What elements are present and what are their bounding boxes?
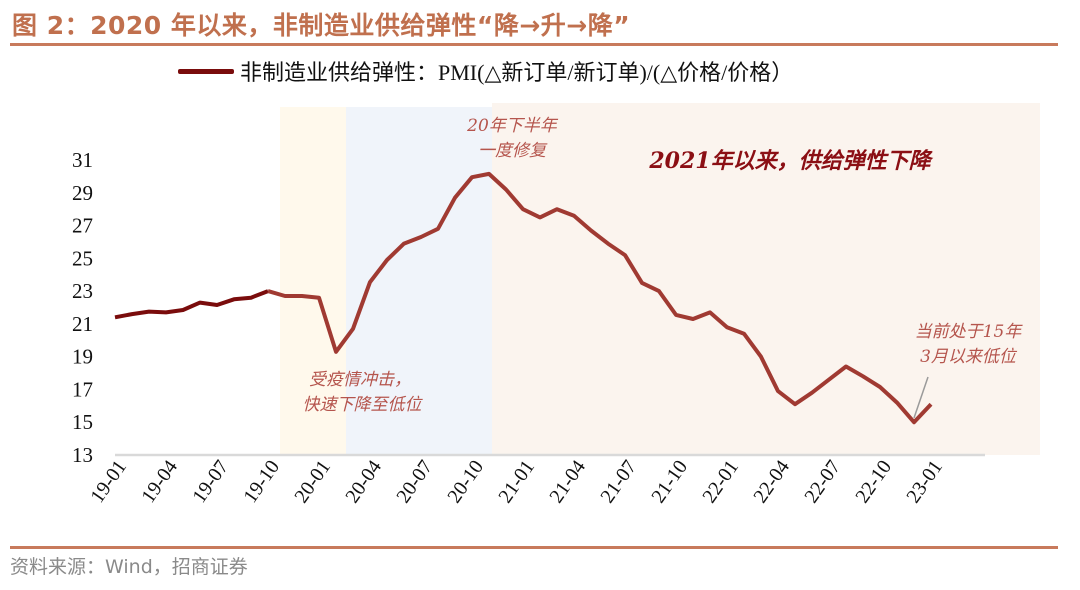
series-line-early — [114, 289, 269, 320]
x-tick-label: 21-10 — [647, 456, 692, 507]
x-tick-label: 21-01 — [494, 456, 539, 507]
footer-rule — [10, 546, 1058, 549]
annotation-decline: 2021年以来，供给弹性下降 — [648, 148, 933, 174]
x-tick-label: 19-10 — [239, 456, 284, 507]
y-tick-label: 15 — [72, 410, 93, 434]
legend: 非制造业供给弹性：PMI(△新订单/新订单)/(△价格/价格） — [178, 55, 793, 87]
x-tick-label: 22-04 — [749, 456, 794, 507]
annotation-current-line1: 当前处于15年 — [915, 322, 1024, 342]
y-tick-label: 29 — [72, 181, 93, 205]
y-tick-label: 25 — [72, 246, 93, 270]
y-tick-label: 21 — [72, 312, 93, 336]
y-tick-label: 17 — [72, 377, 93, 401]
x-tick-label: 20-01 — [290, 456, 335, 507]
band-decline — [492, 103, 1040, 455]
x-tick-label: 19-04 — [137, 456, 182, 507]
x-tick-label: 22-07 — [800, 456, 845, 507]
y-tick-label: 23 — [72, 279, 93, 303]
x-tick-label: 22-10 — [851, 456, 896, 507]
series-line — [267, 171, 933, 425]
title-rule — [10, 43, 1058, 46]
y-tick-label: 27 — [72, 214, 93, 238]
x-tick-label: 19-07 — [188, 456, 233, 507]
source-note: 资料来源：Wind，招商证券 — [10, 556, 248, 578]
legend-label: 非制造业供给弹性：PMI(△新订单/新订单)/(△价格/价格） — [240, 60, 794, 85]
x-tick-label: 22-01 — [698, 456, 743, 507]
annotation-covid-line2: 快速下降至低位 — [303, 395, 424, 415]
x-tick-label: 21-07 — [596, 456, 641, 507]
y-tick-label: 13 — [72, 443, 93, 467]
annotation-current-arrow — [913, 376, 929, 419]
figure-title: 图 2：2020 年以来，非制造业供给弹性“降→升→降” — [12, 11, 631, 40]
annotation-covid-line1: 受疫情冲击， — [309, 370, 411, 390]
x-tick-label: 23-01 — [902, 456, 947, 507]
band-covid-shock — [280, 107, 346, 455]
x-tick-label: 19-01 — [86, 456, 131, 507]
y-tick-label: 19 — [72, 345, 93, 369]
x-tick-label: 20-10 — [443, 456, 488, 507]
annotation-recovery-line1: 20年下半年 — [466, 116, 559, 136]
annotation-current-line2: 3月以来低位 — [920, 347, 1018, 367]
x-tick-label: 20-07 — [392, 456, 437, 507]
legend-line-swatch — [178, 68, 234, 74]
x-tick-label: 20-04 — [341, 456, 386, 507]
y-tick-label: 31 — [72, 148, 93, 172]
x-tick-label: 21-04 — [545, 456, 590, 507]
annotation-recovery-line2: 一度修复 — [478, 141, 548, 161]
